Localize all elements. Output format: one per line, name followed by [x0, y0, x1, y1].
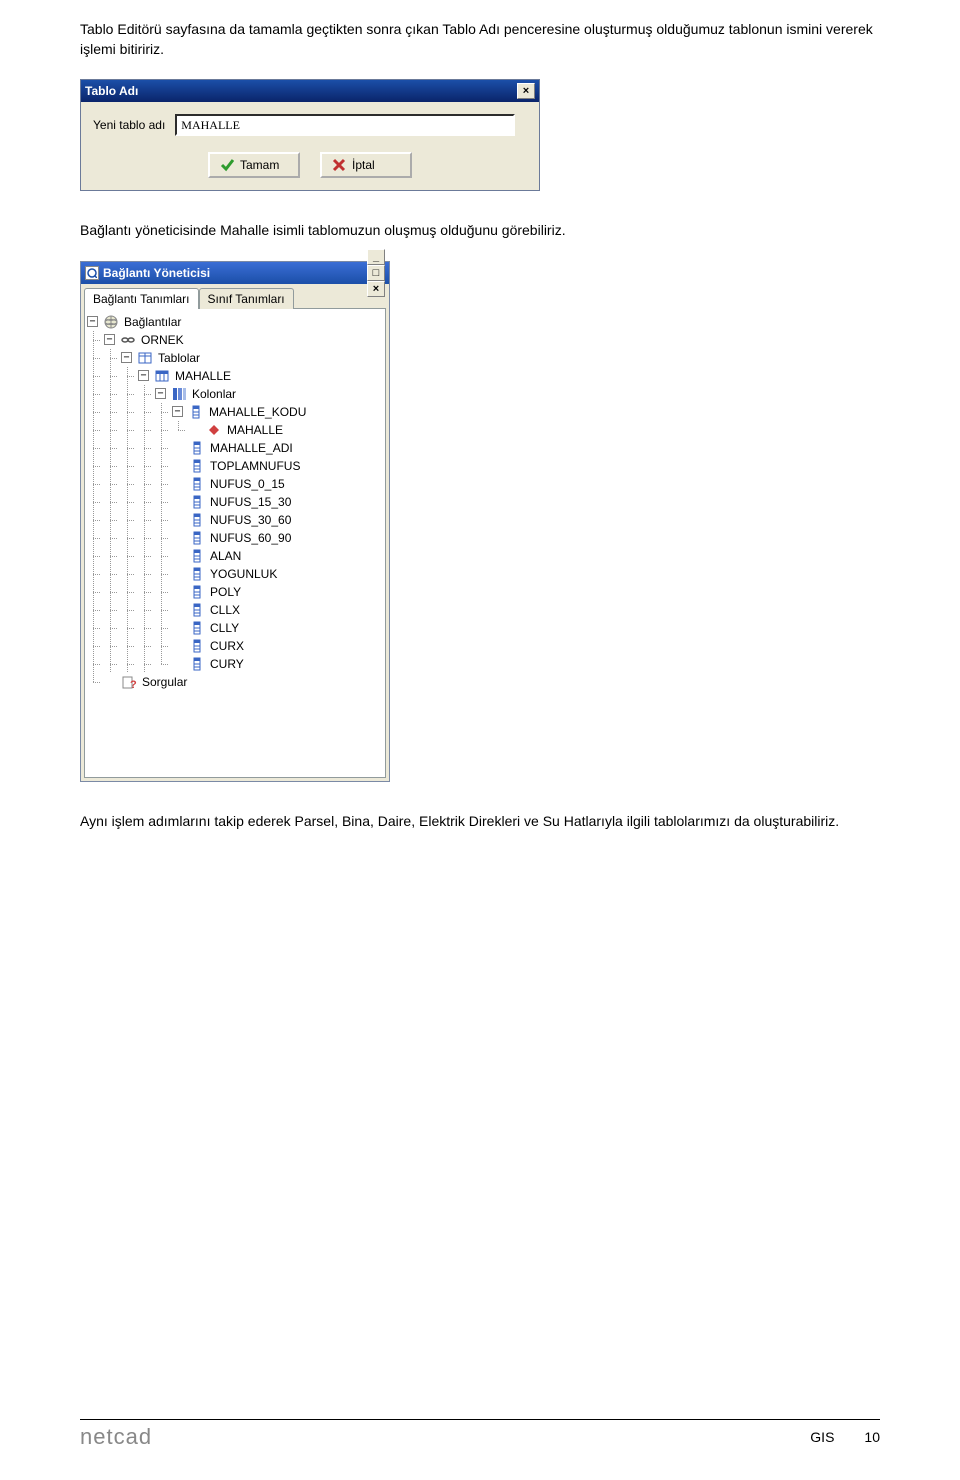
page-number: 10: [864, 1429, 880, 1445]
dialog-title: Tablo Adı: [85, 84, 138, 98]
tree-column-icon: [189, 530, 205, 546]
ok-button[interactable]: Tamam: [208, 152, 300, 178]
tree-table-icon: [154, 368, 170, 384]
field-label: Yeni tablo adı: [93, 118, 165, 132]
tree-column-key[interactable]: MAHALLE: [87, 421, 383, 439]
dialog-baglanti-yoneticisi: Bağlantı Yöneticisi _ □ × Bağlantı Tanım…: [80, 261, 390, 782]
tree-columns[interactable]: −Kolonlar: [87, 385, 383, 403]
tree-tables-icon: [137, 350, 153, 366]
table-name-input[interactable]: [175, 114, 515, 136]
tree-column[interactable]: YOGUNLUK: [87, 565, 383, 583]
tree-queries[interactable]: ?Sorgular: [87, 673, 383, 691]
dialog-title: Bağlantı Yöneticisi: [103, 266, 210, 280]
tree-column[interactable]: −MAHALLE_KODU: [87, 403, 383, 421]
logo: netcad: [80, 1424, 152, 1450]
intro-paragraph-3: Aynı işlem adımlarını takip ederek Parse…: [80, 812, 880, 832]
tree-column-icon: [188, 404, 204, 420]
tree-root-icon: [103, 314, 119, 330]
ok-label: Tamam: [240, 158, 279, 172]
tree-column-icon: [189, 476, 205, 492]
tree-column[interactable]: CLLX: [87, 601, 383, 619]
tree-column[interactable]: MAHALLE_ADI: [87, 439, 383, 457]
app-icon: [85, 266, 99, 280]
tab-strip: Bağlantı Tanımları Sınıf Tanımları: [81, 284, 389, 308]
svg-text:?: ?: [130, 679, 137, 690]
tree-root[interactable]: −Bağlantılar: [87, 313, 383, 331]
tree-connection-icon: [120, 332, 136, 348]
tree-column-icon: [189, 584, 205, 600]
maximize-icon[interactable]: □: [367, 265, 385, 281]
tree-column-key-icon: [206, 422, 222, 438]
check-icon: [220, 158, 234, 172]
tree-column-icon: [189, 512, 205, 528]
tree-toggle-icon[interactable]: −: [172, 406, 183, 417]
tree-column-icon: [189, 440, 205, 456]
tab-sinif-tanimlari[interactable]: Sınıf Tanımları: [199, 288, 294, 309]
tree-tables[interactable]: −Tablolar: [87, 349, 383, 367]
tree-column[interactable]: CLLY: [87, 619, 383, 637]
tree-column-icon: [189, 620, 205, 636]
tree-toggle-icon[interactable]: −: [155, 388, 166, 399]
tree-column[interactable]: NUFUS_30_60: [87, 511, 383, 529]
x-icon: [332, 158, 346, 172]
tree-column-icon: [189, 494, 205, 510]
tree-column[interactable]: CURY: [87, 655, 383, 673]
tree-toggle-icon[interactable]: −: [121, 352, 132, 363]
tab-baglanti-tanimlari[interactable]: Bağlantı Tanımları: [84, 288, 199, 309]
tree-column-icon: [189, 458, 205, 474]
tree-column[interactable]: ALAN: [87, 547, 383, 565]
tree-toggle-icon[interactable]: −: [138, 370, 149, 381]
intro-paragraph-1: Tablo Editörü sayfasına da tamamla geçti…: [80, 20, 880, 59]
tree-column-icon: [189, 638, 205, 654]
intro-paragraph-2: Bağlantı yöneticisinde Mahalle isimli ta…: [80, 221, 880, 241]
tree-column[interactable]: NUFUS_15_30: [87, 493, 383, 511]
close-icon[interactable]: ×: [367, 281, 385, 297]
close-icon[interactable]: ×: [517, 83, 535, 99]
tree-column-icon: [189, 602, 205, 618]
tree-column-icon: [189, 656, 205, 672]
titlebar[interactable]: Bağlantı Yöneticisi _ □ ×: [81, 262, 389, 284]
tree-column[interactable]: POLY: [87, 583, 383, 601]
tree-connection[interactable]: −ORNEK: [87, 331, 383, 349]
page-footer: netcad GIS 10: [80, 1419, 880, 1450]
tree-toggle-icon[interactable]: −: [104, 334, 115, 345]
tree-column[interactable]: NUFUS_0_15: [87, 475, 383, 493]
cancel-label: İptal: [352, 158, 375, 172]
tree-column[interactable]: NUFUS_60_90: [87, 529, 383, 547]
tree-view[interactable]: −Bağlantılar−ORNEK−Tablolar−MAHALLE−Kolo…: [84, 308, 386, 778]
titlebar[interactable]: Tablo Adı ×: [81, 80, 539, 102]
dialog-tablo-adi: Tablo Adı × Yeni tablo adı Tamam İptal: [80, 79, 540, 191]
tree-queries-icon: ?: [121, 674, 137, 690]
section-label: GIS: [810, 1429, 834, 1445]
minimize-icon[interactable]: _: [367, 249, 385, 265]
tree-table[interactable]: −MAHALLE: [87, 367, 383, 385]
tree-column[interactable]: TOPLAMNUFUS: [87, 457, 383, 475]
tree-column[interactable]: CURX: [87, 637, 383, 655]
tree-column-icon: [189, 566, 205, 582]
tree-toggle-icon[interactable]: −: [87, 316, 98, 327]
tree-columns-icon: [171, 386, 187, 402]
tree-column-icon: [189, 548, 205, 564]
cancel-button[interactable]: İptal: [320, 152, 412, 178]
